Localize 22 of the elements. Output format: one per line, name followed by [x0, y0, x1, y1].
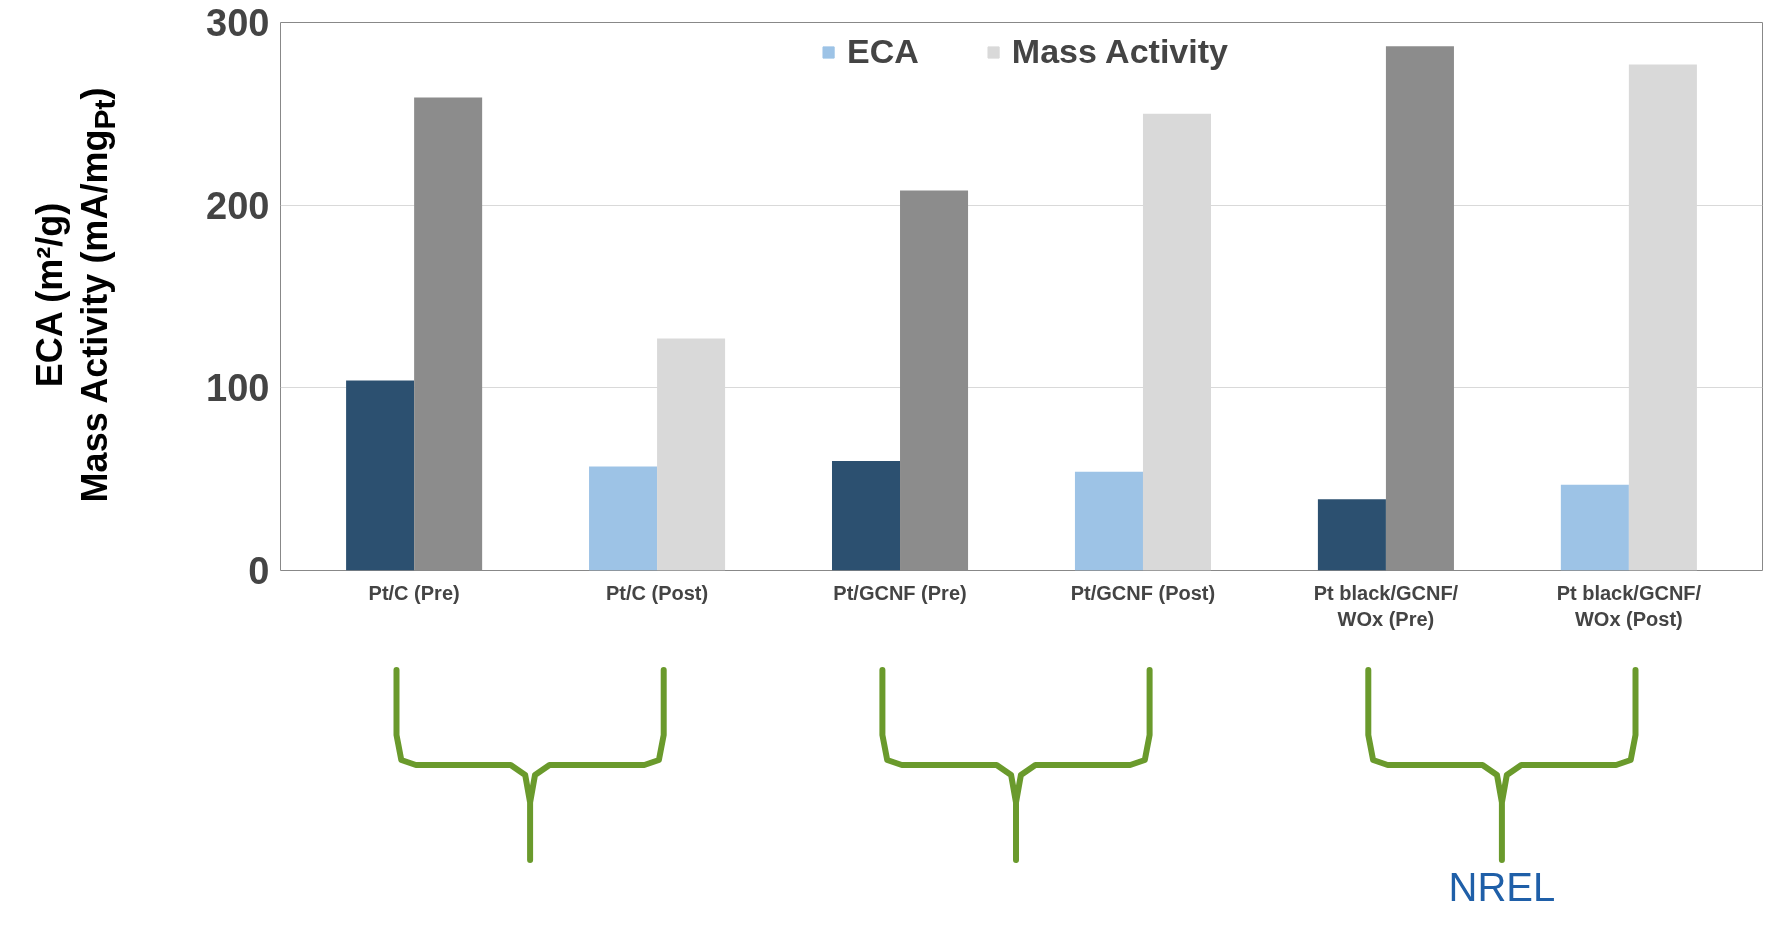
y-tick-label: 300	[206, 2, 270, 44]
bar	[414, 97, 483, 571]
x-tick-label: Pt black/GCNF/ WOx (Post)	[1556, 581, 1702, 630]
bar	[832, 460, 901, 571]
bar	[589, 466, 658, 571]
y-tick-label: 200	[206, 184, 270, 227]
x-tick-label: Pt/C (Post)	[605, 581, 709, 604]
bar	[1074, 471, 1143, 571]
bar	[346, 380, 415, 571]
bar	[1317, 499, 1386, 571]
x-tick-label: Pt/C (Pre)	[368, 581, 460, 604]
bar	[900, 190, 969, 571]
bar	[1560, 484, 1629, 571]
legend-label: Mass Activity	[1011, 32, 1228, 71]
y-tick-label: 0	[248, 550, 270, 592]
text: NREL	[1448, 864, 1556, 909]
legend-label: ECA	[847, 32, 919, 71]
x-tick-label: Pt black/GCNF/ WOx (Pre)	[1313, 581, 1459, 630]
x-tick-label: Pt/GCNF (Pre)	[833, 581, 967, 604]
bar	[1385, 46, 1454, 571]
y-tick-label: 100	[206, 367, 270, 410]
x-tick-label: Pt/GCNF (Post)	[1070, 581, 1216, 604]
